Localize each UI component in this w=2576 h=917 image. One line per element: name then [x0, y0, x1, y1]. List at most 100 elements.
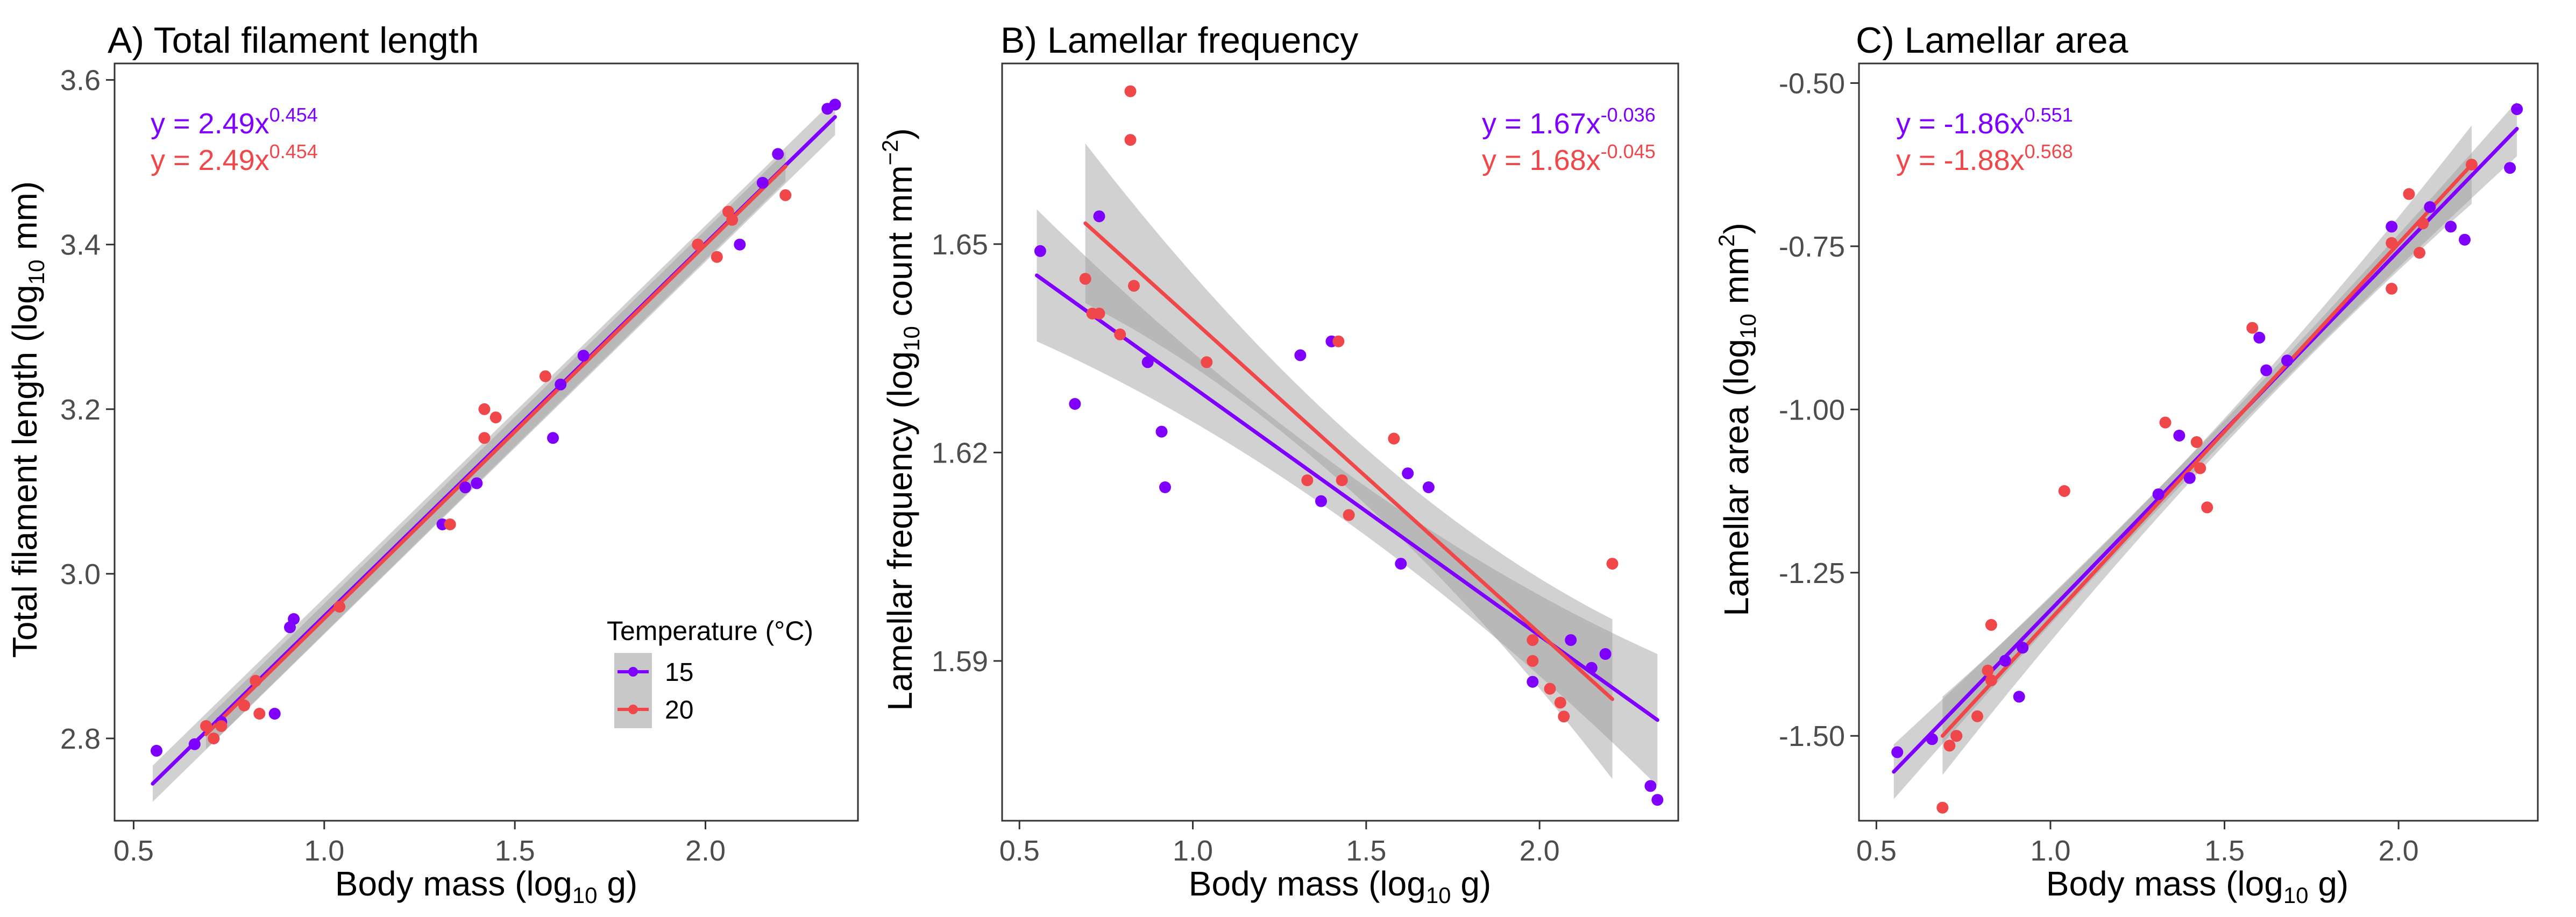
- data-point-15-7: [459, 481, 471, 494]
- data-point-20-15: [1544, 683, 1556, 695]
- legend-title: Temperature (°C): [607, 616, 813, 646]
- data-point-20-4: [1124, 85, 1137, 97]
- data-point-20-9: [1332, 335, 1345, 347]
- y-tick-label: 3.2: [60, 394, 101, 426]
- y-tick-label: 2.8: [60, 723, 101, 755]
- data-point-15-4: [2013, 691, 2025, 703]
- data-point-15-12: [734, 238, 746, 251]
- x-tick-label: 1.0: [2030, 835, 2070, 867]
- data-point-15-16: [829, 98, 841, 111]
- data-point-15-9: [2253, 331, 2266, 344]
- data-point-20-1: [1943, 740, 1956, 752]
- fit-line-20: [1940, 162, 2474, 738]
- data-point-15-14: [772, 148, 784, 160]
- data-point-15-1: [1926, 733, 1938, 745]
- y-axis-ticks: 1.59 1.62 1.65: [932, 229, 1002, 678]
- data-point-20-6: [333, 601, 346, 613]
- data-point-20-10: [1336, 474, 1348, 486]
- data-point-20-16: [779, 189, 792, 201]
- fit-equation-20: y = 2.49x0.454: [151, 140, 318, 176]
- data-point-20-11: [2201, 501, 2213, 514]
- data-point-20-0: [1079, 273, 1091, 285]
- data-point-15-5: [2017, 642, 2029, 654]
- x-axis-ticks: 0.5 1.0 1.5 2.0: [999, 821, 1560, 867]
- data-point-20-5: [253, 708, 266, 720]
- x-tick-label: 1.0: [304, 835, 344, 867]
- data-point-15-7: [1315, 495, 1327, 507]
- fit-lines: [1892, 126, 2519, 774]
- data-point-15-3: [1141, 356, 1154, 368]
- data-point-20-13: [1527, 634, 1539, 646]
- data-point-20-0: [200, 720, 212, 732]
- legend-dot-20: [628, 705, 638, 714]
- data-point-20-2: [215, 720, 228, 732]
- legend-key-20: 20: [614, 691, 693, 728]
- data-point-20-6: [1985, 619, 1997, 631]
- x-tick-label: 2.0: [1520, 835, 1560, 867]
- data-point-20-7: [444, 518, 456, 530]
- fit-lines: [1034, 221, 1659, 722]
- x-axis-ticks: 0.5 1.0 1.5 2.0: [1856, 821, 2419, 867]
- fit-equation-15: y = -1.86x0.551: [1896, 104, 2073, 140]
- data-point-15-9: [547, 432, 559, 444]
- legend-dot-15: [628, 667, 638, 677]
- data-point-15-13: [1565, 634, 1577, 646]
- data-point-20-7: [1201, 356, 1213, 368]
- y-tick-label: -0.50: [1779, 67, 1845, 99]
- data-point-20-13: [2386, 237, 2398, 249]
- fit-line-20: [1083, 221, 1615, 701]
- data-point-20-2: [1093, 308, 1105, 319]
- data-point-15-16: [2504, 162, 2516, 174]
- data-point-20-11: [539, 370, 551, 382]
- data-point-20-15: [2403, 188, 2415, 200]
- x-axis-label: Body mass (log10 g): [1189, 864, 1491, 908]
- y-tick-label: 3.4: [60, 229, 101, 261]
- data-point-15-1: [188, 738, 201, 750]
- data-point-20-12: [692, 238, 704, 251]
- data-point-15-15: [2459, 233, 2471, 246]
- legend-label-15: 15: [665, 658, 693, 687]
- data-points: [1891, 103, 2523, 814]
- data-point-20-18: [1606, 558, 1619, 570]
- data-point-20-7: [2058, 485, 2070, 497]
- data-point-15-5: [288, 613, 300, 625]
- panel-title: A) Total filament length: [108, 20, 479, 61]
- data-point-15-0: [1034, 245, 1046, 257]
- data-point-15-3: [268, 708, 281, 720]
- data-point-15-9: [1395, 558, 1407, 570]
- legend-key-15: 15: [614, 653, 693, 691]
- data-point-20-12: [1388, 432, 1400, 445]
- data-point-20-8: [478, 403, 491, 415]
- data-point-15-1: [1069, 398, 1081, 410]
- data-point-15-13: [756, 176, 769, 189]
- data-point-15-3: [1999, 655, 2011, 667]
- data-point-20-14: [1527, 655, 1539, 667]
- data-point-20-0: [1936, 801, 1949, 814]
- data-point-20-10: [489, 411, 502, 424]
- panel-total-filament-length: A) Total filament length 0.5 1.0 1.5 2.0 2.…: [5, 20, 859, 908]
- data-point-20-9: [478, 432, 491, 444]
- y-axis-ticks: -1.50 -1.25 -1.00 -0.75 -0.50: [1779, 67, 1859, 752]
- data-point-20-6: [1128, 280, 1140, 292]
- y-axis-ticks: 2.8 3.0 3.2 3.4 3.6: [60, 65, 115, 755]
- fit-equation-15: y = 1.67x-0.036: [1482, 104, 1656, 140]
- data-point-15-10: [555, 378, 567, 390]
- data-point-15-14: [2445, 221, 2457, 233]
- data-point-15-11: [1422, 481, 1435, 493]
- data-point-15-2: [1093, 210, 1105, 223]
- data-point-15-6: [1294, 349, 1307, 361]
- data-point-20-4: [1982, 664, 1994, 677]
- x-tick-label: 1.5: [495, 835, 535, 867]
- x-tick-label: 2.0: [685, 835, 726, 867]
- data-point-15-15: [1599, 648, 1612, 660]
- data-point-15-17: [1651, 794, 1664, 806]
- y-tick-label: -1.25: [1779, 557, 1845, 589]
- x-axis-label: Body mass (log10 g): [2046, 864, 2348, 908]
- data-point-20-10: [2194, 462, 2206, 474]
- confidence-ribbons: [1037, 143, 1658, 786]
- data-point-20-2: [1950, 730, 1963, 742]
- data-point-15-12: [2386, 221, 2398, 233]
- data-point-20-11: [1343, 509, 1355, 521]
- fit-equation-20: y = -1.88x0.568: [1896, 140, 2073, 176]
- x-tick-label: 2.0: [2379, 835, 2419, 867]
